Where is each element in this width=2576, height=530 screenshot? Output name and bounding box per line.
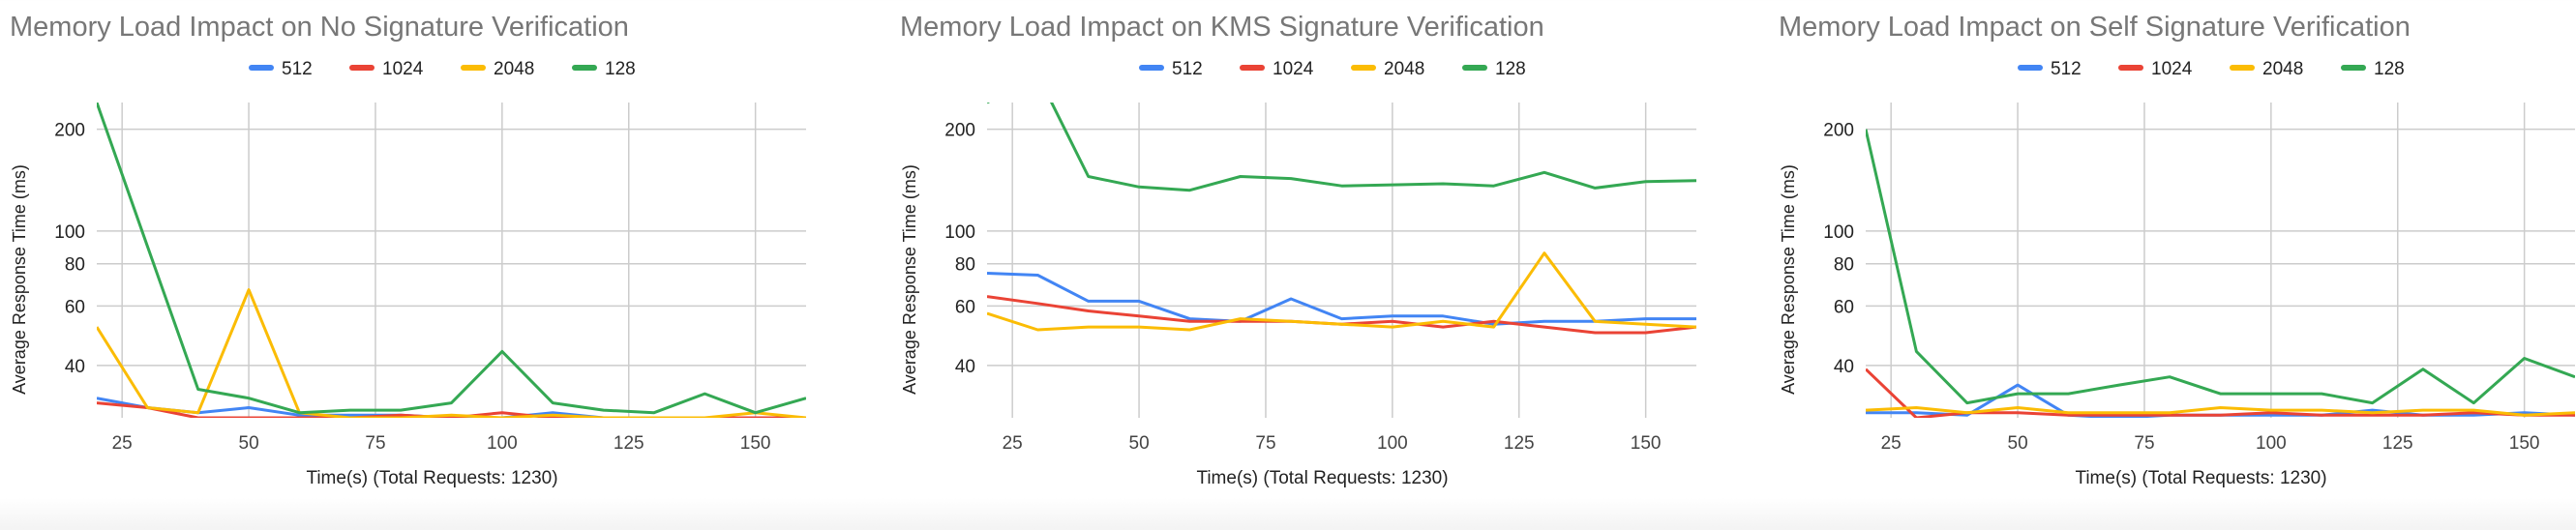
y-tick-label: 200 — [54, 121, 85, 141]
legend-label-128: 128 — [1495, 59, 1526, 79]
x-axis-label: Time(s) (Total Requests: 1230) — [2075, 468, 2326, 488]
x-tick-label: 75 — [365, 433, 385, 454]
series-line-2048 — [97, 288, 806, 418]
y-tick-label: 60 — [65, 297, 85, 317]
series-group — [1866, 129, 2575, 418]
legend-label-128: 128 — [605, 59, 636, 79]
chart-panel-kms-signature: Memory Load Impact on KMS Signature Veri… — [890, 0, 1761, 503]
x-tick-label: 50 — [239, 433, 259, 454]
chart-title: Memory Load Impact on Self Signature Ver… — [1779, 12, 2411, 43]
y-tick-label: 200 — [1823, 121, 1854, 141]
series-line-128 — [97, 103, 806, 415]
series-group — [987, 103, 1696, 335]
series-line-512 — [97, 397, 806, 418]
y-tick-label: 100 — [1823, 222, 1854, 243]
x-tick-label: 25 — [112, 433, 133, 454]
legend-label-1024: 1024 — [1273, 59, 1314, 79]
x-tick-label: 50 — [1129, 433, 1150, 454]
legend-label-512: 512 — [2051, 59, 2082, 79]
y-axis-label: Average Response Time (ms) — [10, 164, 29, 395]
legend: 512 1024 2048 128 — [249, 59, 636, 79]
chart-title: Memory Load Impact on KMS Signature Veri… — [900, 12, 1544, 43]
x-tick-label: 75 — [2134, 433, 2154, 454]
y-tick-label: 40 — [955, 357, 975, 377]
y-tick-label: 80 — [955, 255, 975, 276]
legend: 512 1024 2048 128 — [2018, 59, 2405, 79]
series-line-1024 — [1866, 368, 2575, 418]
y-tick-label: 100 — [944, 222, 975, 243]
legend-label-2048: 2048 — [494, 59, 534, 79]
x-tick-label: 100 — [1377, 433, 1408, 454]
x-tick-label: 150 — [740, 433, 771, 454]
y-tick-label: 80 — [65, 255, 85, 276]
series-line-128 — [1866, 129, 2575, 405]
chart-panel-self-signature: Memory Load Impact on Self Signature Ver… — [1769, 0, 2576, 503]
y-tick-label: 200 — [944, 121, 975, 141]
legend-label-1024: 1024 — [2151, 59, 2193, 79]
x-axis-label: Time(s) (Total Requests: 1230) — [306, 468, 557, 488]
chart-svg: 25 50 75 100 125 150 40 60 80 100 200 512 1024 2048 12… — [1779, 59, 2575, 488]
x-tick-label: 100 — [2256, 433, 2287, 454]
legend: 512 1024 2048 128 — [1139, 59, 1526, 79]
y-tick-label: 60 — [955, 297, 975, 317]
y-axis-label: Average Response Time (ms) — [900, 164, 919, 395]
y-tick-label: 40 — [65, 357, 85, 377]
chart-svg: 25 50 75 100 125 150 40 60 80 100 200 512 1024 2048 12… — [900, 59, 1696, 488]
y-axis-label: Average Response Time (ms) — [1779, 164, 1798, 395]
legend-label-1024: 1024 — [382, 59, 424, 79]
y-tick-label: 100 — [54, 222, 85, 243]
x-tick-label: 150 — [1631, 433, 1662, 454]
series-line-512 — [987, 272, 1696, 326]
legend-label-2048: 2048 — [1384, 59, 1424, 79]
chart-panel-no-signature: Memory Load Impact on No Signature Verif… — [0, 0, 871, 503]
chart-svg: 25 50 75 100 125 150 40 60 80 100 200 512 1024 2048 12… — [10, 59, 806, 488]
x-tick-label: 150 — [2509, 433, 2540, 454]
x-tick-label: 125 — [2382, 433, 2413, 454]
x-axis-label: Time(s) (Total Requests: 1230) — [1196, 468, 1448, 488]
y-tick-label: 60 — [1834, 297, 1854, 317]
x-tick-label: 75 — [1255, 433, 1275, 454]
series-line-2048 — [1866, 406, 2575, 417]
legend-label-512: 512 — [282, 59, 313, 79]
series-line-128 — [987, 103, 1696, 192]
series-group — [97, 103, 806, 418]
x-tick-label: 50 — [2008, 433, 2028, 454]
series-line-2048 — [987, 251, 1696, 332]
x-tick-label: 125 — [614, 433, 644, 454]
x-tick-label: 100 — [487, 433, 518, 454]
legend-label-2048: 2048 — [2262, 59, 2303, 79]
chart-title: Memory Load Impact on No Signature Verif… — [10, 12, 629, 43]
y-tick-label: 80 — [1834, 255, 1854, 276]
x-tick-label: 125 — [1504, 433, 1535, 454]
y-tick-label: 40 — [1834, 357, 1854, 377]
legend-label-128: 128 — [2374, 59, 2405, 79]
x-tick-label: 25 — [1881, 433, 1902, 454]
legend-label-512: 512 — [1172, 59, 1203, 79]
x-tick-label: 25 — [1003, 433, 1023, 454]
